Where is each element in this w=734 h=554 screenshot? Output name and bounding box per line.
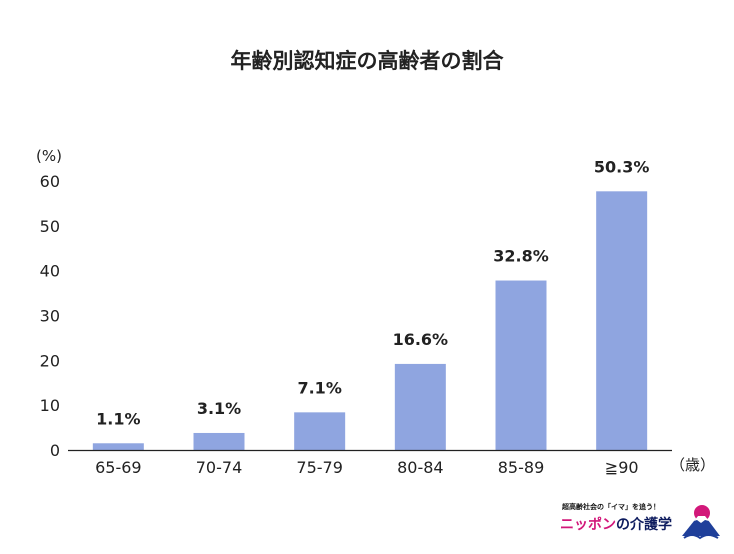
bar	[596, 191, 648, 451]
mount-fuji-icon	[682, 505, 720, 540]
bar-value-label: 3.1%	[197, 399, 241, 418]
bar	[92, 443, 144, 450]
y-tick-label: 20	[40, 351, 60, 370]
logo-tagline: 超高齢社会の「イマ」を追う！	[562, 503, 660, 511]
y-tick-label: 50	[40, 217, 60, 236]
x-tick-label: ≧90	[605, 458, 639, 477]
logo-name: ニッポンの介護学	[560, 514, 672, 534]
x-tick-label: 70-74	[196, 458, 243, 477]
x-tick-label: 80-84	[397, 458, 444, 477]
x-tick-label: 65-69	[95, 458, 142, 477]
y-tick-label: 60	[40, 172, 60, 191]
bar-value-label: 7.1%	[297, 378, 341, 397]
logo-name-pink: ニッポン	[560, 517, 616, 533]
y-axis-unit-label: (%)	[36, 147, 62, 165]
chart-title: 年齢別認知症の高齢者の割合	[230, 49, 504, 73]
bar-value-label: 1.1%	[96, 409, 140, 428]
logo-name-dark: の介護学	[616, 517, 672, 533]
bar-value-label: 32.8%	[493, 247, 549, 266]
bar	[394, 363, 446, 450]
y-tick-label: 0	[50, 441, 60, 460]
bar	[495, 280, 547, 450]
bar-value-label: 16.6%	[393, 330, 449, 349]
x-tick-label: 75-79	[296, 458, 343, 477]
bar-value-label: 50.3%	[594, 157, 650, 176]
y-tick-label: 30	[40, 307, 60, 326]
bar	[294, 412, 346, 450]
x-tick-label: 85-89	[498, 458, 545, 477]
y-tick-label: 40	[40, 262, 60, 281]
bar	[193, 432, 245, 450]
site-logo: 超高齢社会の「イマ」を追う！ ニッポンの介護学	[560, 500, 725, 544]
y-tick-label: 10	[40, 396, 60, 415]
x-axis-unit-label: （歳）	[670, 456, 715, 474]
